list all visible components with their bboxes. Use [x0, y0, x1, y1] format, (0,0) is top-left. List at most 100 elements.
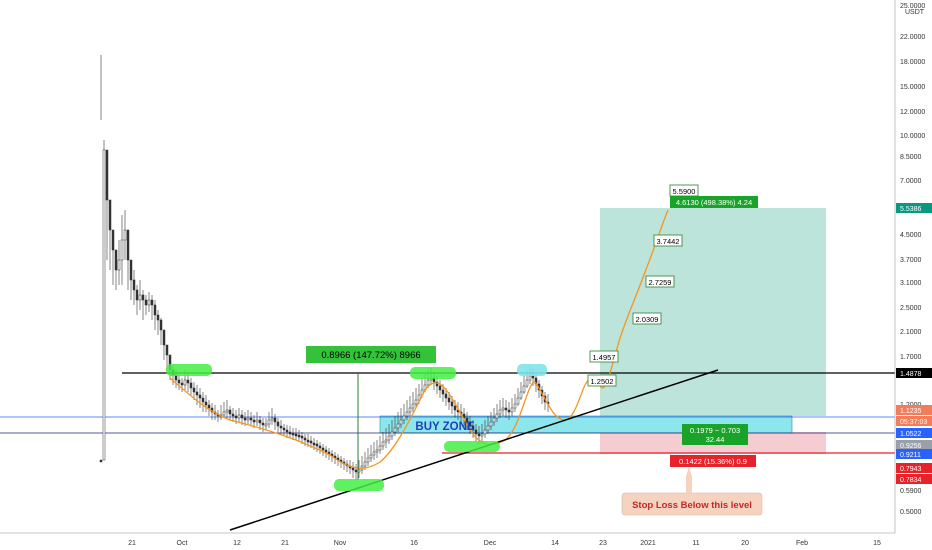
candle-body [438, 385, 442, 391]
ratio-label-2: 32.44 [706, 435, 725, 444]
candle-body [351, 467, 355, 471]
target-label: 4.6130 (498.38%) 4.24 [676, 198, 752, 207]
candle-body [366, 457, 370, 463]
price-tag: 0.7943 [900, 466, 922, 473]
x-tick-label: Oct [177, 540, 188, 547]
candle-body [297, 434, 301, 438]
candle-body [363, 461, 367, 467]
x-tick-label: 2021 [640, 540, 656, 547]
candle-body [492, 417, 496, 423]
candle-body [312, 442, 316, 446]
x-tick-label: 14 [551, 540, 559, 547]
candle-body [150, 299, 154, 306]
x-tick-label: 21 [128, 540, 136, 547]
candle-body [531, 375, 535, 379]
candle-body [381, 441, 385, 447]
candle-body [180, 382, 184, 386]
x-tick-label: 15 [873, 540, 881, 547]
candle-body [510, 407, 514, 413]
candle-body [144, 299, 148, 306]
candle-body [396, 423, 400, 429]
price-tag-bg [896, 428, 932, 438]
y-tick-label: 0.5900 [900, 488, 922, 495]
candle-body [498, 409, 502, 415]
price-tag-bg [896, 203, 932, 213]
candle-body [516, 397, 520, 405]
candle-body [243, 417, 247, 421]
candle-body [519, 391, 523, 399]
projection-labels: 1.2502 1.4957 2.0309 2.7259 3.7442 5.590… [587, 184, 699, 387]
x-tick-label: Nov [334, 540, 347, 547]
candle-body [291, 432, 295, 436]
candle-body [258, 419, 262, 424]
candle-body [189, 382, 193, 389]
candle-body [465, 417, 469, 423]
y-tick-label: 1.7000 [900, 354, 922, 361]
candle-body [300, 435, 304, 439]
candle-body [252, 419, 256, 423]
measure-box [306, 346, 436, 363]
candle-body [321, 447, 325, 451]
candle-body [372, 451, 376, 456]
candle-body [480, 433, 484, 437]
projection-point-6: 5.5900 [673, 187, 696, 196]
candle-body [309, 440, 313, 444]
y-tick-label: 3.1000 [900, 280, 922, 287]
time-axis[interactable] [0, 533, 895, 550]
candle-body [486, 425, 490, 431]
candle-body [447, 397, 451, 403]
candle-body [195, 391, 199, 396]
price-tag-bg [896, 368, 932, 378]
candle-body [387, 435, 391, 441]
candle-body [483, 429, 487, 435]
price-tag-bg [896, 405, 932, 415]
candle-body [369, 454, 373, 459]
candle-body [225, 409, 229, 413]
y-tick-label: 2.1000 [900, 329, 922, 336]
candle-body [393, 427, 397, 433]
candle-body [99, 459, 103, 463]
highlight-middle [410, 367, 456, 379]
target-box [670, 196, 758, 208]
candle-body [294, 433, 298, 437]
candle-body [186, 379, 190, 384]
projection-point-4: 2.7259 [649, 278, 672, 287]
candle-body [201, 397, 205, 403]
ratio-box [682, 424, 748, 445]
currency-label: USDT [905, 9, 925, 16]
candle-body [399, 419, 403, 425]
price-tag-bg [896, 416, 932, 426]
candle-body [102, 149, 106, 461]
candle-body [114, 249, 118, 271]
candle-body [270, 417, 274, 421]
candle-body [228, 409, 232, 415]
candle-body [111, 229, 115, 251]
x-tick-label: 12 [233, 540, 241, 547]
x-tick-label: 16 [410, 540, 418, 547]
candle-body [522, 385, 526, 393]
candle-body [237, 414, 241, 419]
candle-body [159, 319, 163, 331]
x-tick-label: 11 [692, 540, 699, 547]
candle-body [405, 411, 409, 417]
price-tag: 0.9211 [900, 452, 921, 459]
candle-body [234, 415, 238, 419]
candle-body [354, 469, 358, 473]
price-tag: 5.5386 [900, 206, 922, 213]
candle-body [378, 445, 382, 451]
candle-body [417, 394, 421, 401]
price-tag-bg [896, 463, 932, 473]
y-tick-label: 10.0000 [900, 133, 925, 140]
candle-body [240, 414, 244, 419]
candle-body [249, 417, 253, 421]
candle-body [318, 445, 322, 449]
candle-body [450, 401, 454, 407]
candle-body [117, 259, 121, 271]
candle-body [198, 394, 202, 399]
candle-body [135, 289, 139, 301]
candle-body [108, 199, 112, 231]
stop-note-pointer [686, 467, 692, 476]
candle-body [414, 399, 418, 405]
candle-body [285, 429, 289, 433]
